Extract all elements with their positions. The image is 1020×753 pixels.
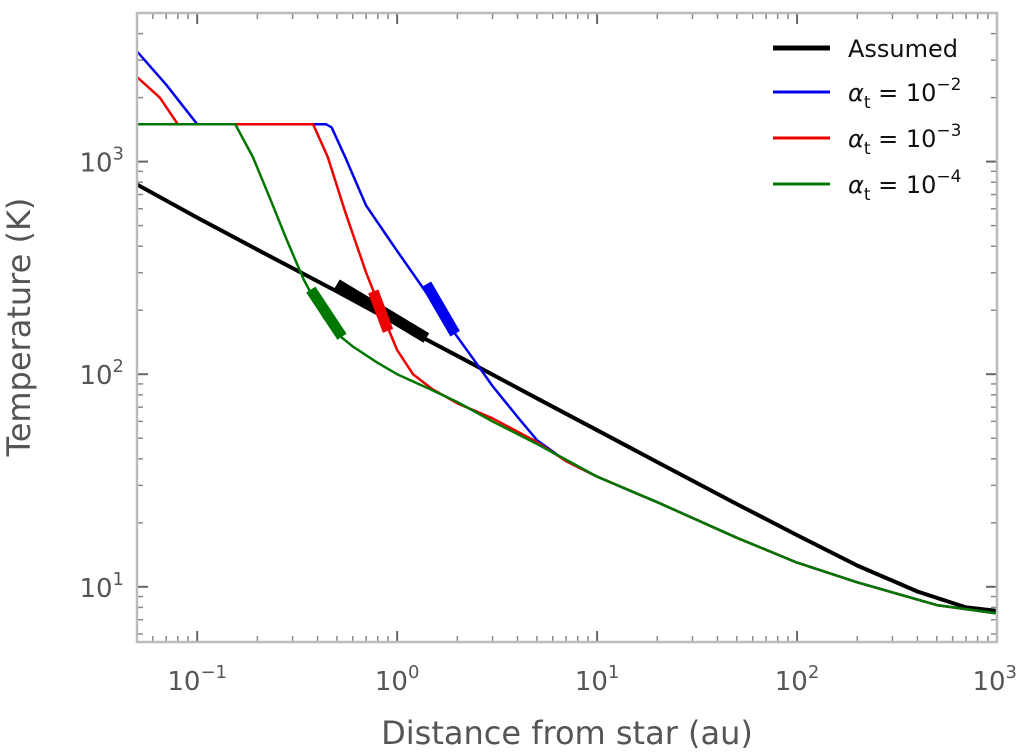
series-highlight-2 [421, 281, 460, 337]
series-highlight-4 [306, 286, 347, 340]
x-tick-label: 102 [775, 662, 820, 697]
y-tick-label: 102 [79, 356, 124, 391]
x-tick-label: 10−1 [167, 662, 227, 697]
x-tick-label: 100 [375, 662, 420, 697]
y-tick-label: 103 [79, 144, 124, 179]
tick-labels: 10−1 100 101 102 103 101 102 103 [79, 144, 1017, 697]
legend-label: αt = 10−4 [848, 167, 961, 205]
legend-label: Assumed [848, 35, 958, 63]
series-line-1 [137, 182, 997, 613]
plot-area [137, 13, 997, 642]
y-axis-label: Temperature (K) [0, 198, 38, 458]
x-tick-label: 101 [575, 662, 620, 697]
x-tick-label: 103 [972, 662, 1017, 697]
series-line-4 [137, 122, 997, 615]
legend: Assumed αt = 10−2 αt = 10−3 αt = 10−4 [773, 35, 961, 205]
plot-frame [135, 11, 999, 644]
legend-label: αt = 10−3 [848, 121, 961, 159]
series-highlight-3 [368, 289, 394, 333]
x-axis-label: Distance from star (au) [381, 714, 753, 752]
legend-label: αt = 10−2 [848, 75, 961, 113]
y-tick-label: 101 [79, 569, 124, 604]
series-lines [137, 50, 997, 615]
